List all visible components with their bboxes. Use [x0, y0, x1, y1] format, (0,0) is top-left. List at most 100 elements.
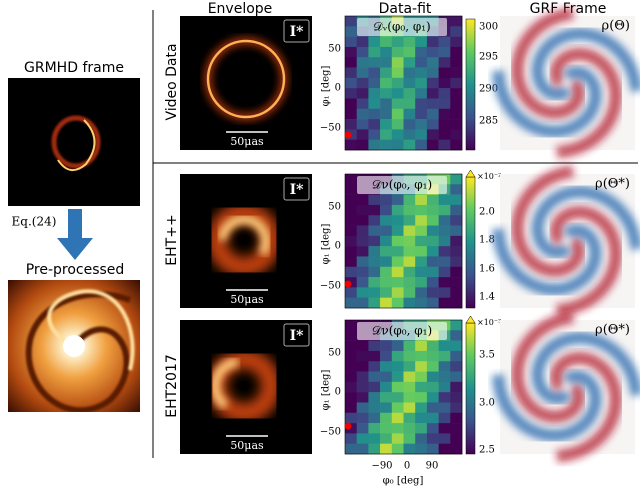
- heat-cell: [438, 433, 451, 444]
- heat-cell: [403, 57, 416, 68]
- heat-cell: [403, 297, 416, 309]
- heat-cell: [356, 88, 369, 99]
- heat-cell: [415, 287, 428, 298]
- heat-cell: [368, 108, 381, 120]
- heat-cell: [391, 57, 404, 68]
- heat-cell: [450, 246, 463, 257]
- heat-cell: [438, 297, 451, 309]
- y-tick-label: 50: [328, 202, 341, 213]
- heat-cell: [391, 287, 404, 298]
- heat-cell: [426, 88, 439, 99]
- heat-cell: [345, 215, 357, 226]
- heat-cell: [368, 340, 381, 352]
- heat-cell: [450, 88, 463, 99]
- heat-cell: [345, 88, 357, 99]
- heat-cell: [438, 215, 451, 226]
- y-axis-label: φ₁ [deg]: [321, 370, 332, 411]
- heat-cell: [345, 184, 357, 195]
- heat-cell: [356, 204, 369, 216]
- grf-swirl: [549, 351, 622, 463]
- heat-cell: [368, 361, 381, 372]
- heat-cell: [426, 433, 439, 444]
- heat-cell: [450, 402, 463, 414]
- heat-cell: [403, 88, 416, 99]
- heat-cell: [356, 443, 369, 455]
- heat-cell: [415, 119, 428, 130]
- heat-cell: [403, 194, 416, 206]
- heat-cell: [356, 46, 369, 58]
- grmhd-image: [8, 78, 140, 206]
- heat-cell: [415, 277, 428, 288]
- heat-cell: [403, 412, 416, 424]
- heat-cell: [438, 392, 451, 403]
- heat-cell: [368, 371, 381, 383]
- heat-cell: [356, 225, 369, 237]
- heat-cell: [426, 225, 439, 237]
- heat-cell: [345, 340, 357, 352]
- heat-cell: [380, 88, 393, 99]
- heat-cell: [415, 139, 428, 151]
- heat-cell: [438, 108, 451, 120]
- heat-cell: [391, 371, 404, 383]
- heat-cell: [426, 392, 439, 403]
- heat-cell: [345, 246, 357, 257]
- heat-cell: [426, 443, 439, 455]
- heat-cell: [356, 246, 369, 257]
- row-label: Video Data: [164, 43, 180, 120]
- heat-cell: [403, 46, 416, 58]
- heat-cell: [426, 402, 439, 414]
- heat-cell: [415, 57, 428, 68]
- heat-cell: [450, 225, 463, 237]
- heat-cell: [368, 256, 381, 268]
- heat-cell: [403, 98, 416, 110]
- grmhd-ring: [51, 115, 101, 169]
- heat-cell: [438, 98, 451, 110]
- heat-cell: [438, 443, 451, 455]
- heat-cell: [426, 67, 439, 79]
- heat-cell: [426, 412, 439, 424]
- heat-cell: [380, 350, 393, 362]
- heat-cell: [450, 174, 463, 185]
- best-fit-marker: [344, 280, 352, 288]
- colorbar-tick-label: 3.5: [479, 350, 495, 361]
- heat-cell: [438, 246, 451, 257]
- heat-cell: [368, 225, 381, 237]
- heat-cell: [345, 77, 357, 89]
- heat-cell: [450, 381, 463, 393]
- heat-cell: [415, 77, 428, 89]
- heat-cell: [438, 256, 451, 268]
- heat-cell: [450, 443, 463, 455]
- y-tick-label: 0: [335, 83, 341, 94]
- heat-cell: [403, 256, 416, 268]
- grf-swirl: [531, 185, 640, 259]
- heat-frame: [344, 173, 463, 309]
- heat-cell: [426, 77, 439, 89]
- row-label: EHT++: [164, 214, 180, 265]
- heat-cell: [380, 57, 393, 68]
- envelope-image: [180, 174, 312, 308]
- badge-box: [283, 19, 310, 43]
- grf-swirl: [511, 311, 585, 423]
- colorbar-tick-label: 300: [479, 22, 498, 33]
- heat-cell: [391, 225, 404, 237]
- heat-cell: [368, 46, 381, 58]
- heat-cell: [426, 119, 439, 130]
- heat-cell: [415, 88, 428, 99]
- heat-cell: [368, 350, 381, 362]
- heat-cell: [403, 108, 416, 120]
- heat-cell: [345, 433, 357, 444]
- heat-cell: [380, 246, 393, 257]
- heat-cell: [391, 129, 404, 140]
- heat-cell: [403, 139, 416, 151]
- heat-frame: [344, 15, 463, 151]
- heat-cell: [450, 184, 463, 195]
- heat-cell: [450, 297, 463, 309]
- heat-cell: [403, 204, 416, 216]
- heat-cell: [450, 371, 463, 383]
- heat-cell: [403, 423, 416, 434]
- heat-cell: [450, 194, 463, 206]
- heat-cell: [450, 392, 463, 403]
- grf-swirl: [492, 370, 602, 442]
- heat-cell: [450, 320, 463, 331]
- heat-cell: [450, 57, 463, 68]
